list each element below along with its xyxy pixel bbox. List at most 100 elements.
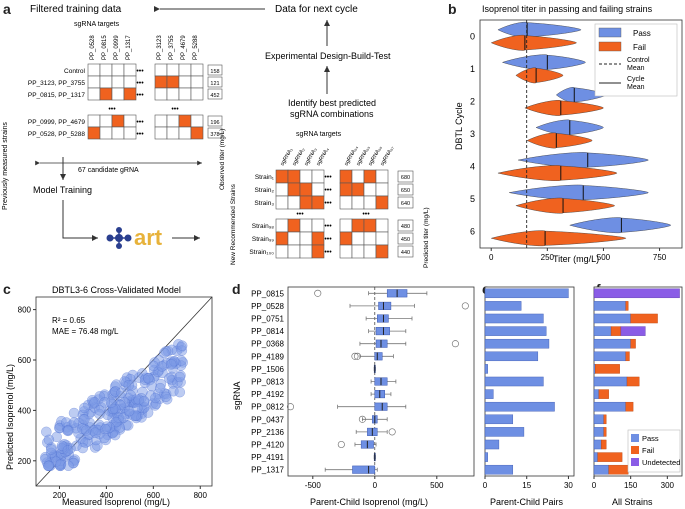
observed-titer-value: 378 bbox=[210, 132, 219, 138]
box-plot-area: PP_0815 PP_0528 PP_0751 PP_0814 PP_0368 PP_41… bbox=[251, 286, 475, 490]
strain-grid: Strain₁ ••• 680 Strain₂ ••• 650 Strain₃ ••• 640 •… bbox=[249, 169, 414, 259]
box-iqr bbox=[374, 352, 383, 361]
scatter-point bbox=[81, 425, 92, 436]
scatter-point bbox=[174, 371, 185, 383]
scatter-point bbox=[159, 347, 170, 359]
strains-pass-bar bbox=[593, 338, 631, 349]
grid-cell bbox=[190, 87, 204, 101]
scatter-point bbox=[164, 373, 175, 384]
scatter-point bbox=[138, 395, 150, 407]
box-iqr bbox=[378, 301, 392, 310]
grid-dots: ••• bbox=[324, 200, 332, 207]
scatter-y-tick-label: 800 bbox=[18, 306, 32, 315]
art-logo-text: art bbox=[134, 225, 163, 250]
fail-violin bbox=[490, 230, 627, 247]
scatter-point bbox=[100, 423, 111, 435]
violin-xlabel: Titer (mg/L) bbox=[553, 254, 599, 264]
strains-pass-bar bbox=[593, 351, 626, 362]
pairs-x-tick-label: 0 bbox=[483, 481, 488, 490]
scatter-x-tick-label: 800 bbox=[194, 491, 208, 500]
predicted-titer-value: 680 bbox=[401, 175, 410, 181]
strains-pass-bar bbox=[593, 376, 628, 387]
scatter-point bbox=[156, 361, 168, 372]
legend-pass-swatch bbox=[598, 27, 622, 38]
scatter-y-tick-label: 600 bbox=[18, 356, 32, 365]
pairs-bar bbox=[484, 389, 494, 399]
cycle-tick-label: 2 bbox=[470, 96, 475, 106]
sgrna-category-label: PP_0528 bbox=[251, 302, 284, 311]
scatter-point bbox=[63, 460, 74, 472]
strains-undetected-bar bbox=[593, 288, 680, 299]
scatter-point bbox=[90, 427, 101, 438]
cycle-tick-label: 3 bbox=[470, 129, 475, 139]
strain-label: Strain₉₈ bbox=[252, 223, 275, 230]
strains-pass-bar bbox=[593, 439, 602, 450]
scatter-point bbox=[123, 405, 135, 417]
scatter-point bbox=[176, 340, 188, 351]
scatter-r2: R² = 0.65 bbox=[52, 316, 86, 325]
sgrna-category-label: PP_4192 bbox=[251, 390, 284, 399]
observed-titer-value: 196 bbox=[210, 120, 219, 126]
sgrna-category-label: PP_4120 bbox=[251, 441, 284, 450]
box-outlier bbox=[351, 352, 359, 360]
pass-violin bbox=[569, 217, 671, 234]
violin-ylabel: DBTL Cycle bbox=[454, 102, 464, 150]
fail-violin bbox=[515, 197, 615, 214]
pairs-bar-area: 0 15 30 bbox=[483, 286, 575, 490]
scatter-point bbox=[99, 432, 110, 444]
scatter-point bbox=[79, 402, 90, 414]
strain-cell bbox=[311, 195, 325, 210]
strains-fail-bar bbox=[603, 427, 607, 437]
cycle-tick-label: 1 bbox=[470, 64, 475, 74]
sgrna-category-label: PP_0751 bbox=[251, 315, 284, 324]
strains-fail-bar bbox=[630, 338, 636, 349]
training-grid: Control ••• 158 PP_3123, PP_3755 ••• 121 PP_08… bbox=[28, 63, 223, 140]
legend-swatch bbox=[631, 434, 639, 442]
sgrna-category-label: PP_0437 bbox=[251, 415, 284, 424]
strains-fail-bar bbox=[597, 452, 623, 462]
box-x-tick-label: 0 bbox=[373, 481, 378, 490]
strains-bar-area: 0 150 300 Pass Fail Undetected bbox=[592, 286, 683, 490]
legend-fail-label: Fail bbox=[633, 43, 646, 52]
scatter-point bbox=[150, 392, 161, 404]
titer-box bbox=[207, 64, 223, 76]
strains-x-tick-label: 150 bbox=[624, 481, 638, 490]
violin-x-tick-label: 250 bbox=[541, 253, 555, 262]
box-x-tick-label: 500 bbox=[430, 481, 444, 490]
gene-label: PP_0528 bbox=[90, 35, 96, 60]
strains-pass-bar bbox=[593, 414, 604, 425]
top-row-label: Control bbox=[64, 68, 86, 75]
observed-titer-value: 158 bbox=[210, 69, 219, 75]
sgrna-category-label: PP_4189 bbox=[251, 352, 284, 361]
scatter-point bbox=[79, 414, 90, 425]
grid-dots: ••• bbox=[136, 119, 144, 126]
strains-undetected-bar bbox=[620, 326, 646, 336]
violin-title: Isoprenol titer in passing and failing s… bbox=[482, 4, 653, 14]
box-iqr bbox=[375, 339, 388, 348]
strains-pass-bar bbox=[593, 401, 626, 412]
grid-dots: ••• bbox=[362, 211, 370, 218]
strains-x-tick-label: 0 bbox=[592, 481, 597, 490]
violin-x-tick-label: 500 bbox=[597, 253, 611, 262]
pred-box bbox=[397, 245, 414, 258]
sgrna-category-label: PP_0812 bbox=[251, 403, 284, 412]
strain-label: Strain₃ bbox=[254, 200, 274, 207]
fail-violin bbox=[515, 67, 564, 84]
scatter-point bbox=[68, 407, 80, 419]
pairs-bar bbox=[484, 427, 525, 437]
gene-label: PP_4679 bbox=[181, 35, 187, 60]
panel-letter-a: a bbox=[3, 1, 11, 17]
art-logo: art bbox=[106, 225, 163, 250]
box-iqr bbox=[352, 465, 376, 474]
pairs-x-tick-label: 15 bbox=[522, 481, 531, 490]
box-iqr bbox=[374, 402, 388, 411]
box-iqr bbox=[375, 327, 390, 336]
strains-pass-bar bbox=[593, 389, 600, 399]
violin-x-tick-label: 0 bbox=[489, 253, 494, 262]
pairs-bar bbox=[484, 452, 488, 462]
sgrna-category-label: PP_4191 bbox=[251, 453, 284, 462]
strains-pass-bar bbox=[593, 452, 598, 462]
gene-label: PP_3755 bbox=[169, 35, 175, 60]
scatter-point bbox=[166, 359, 177, 370]
pairs-bar bbox=[484, 301, 522, 311]
